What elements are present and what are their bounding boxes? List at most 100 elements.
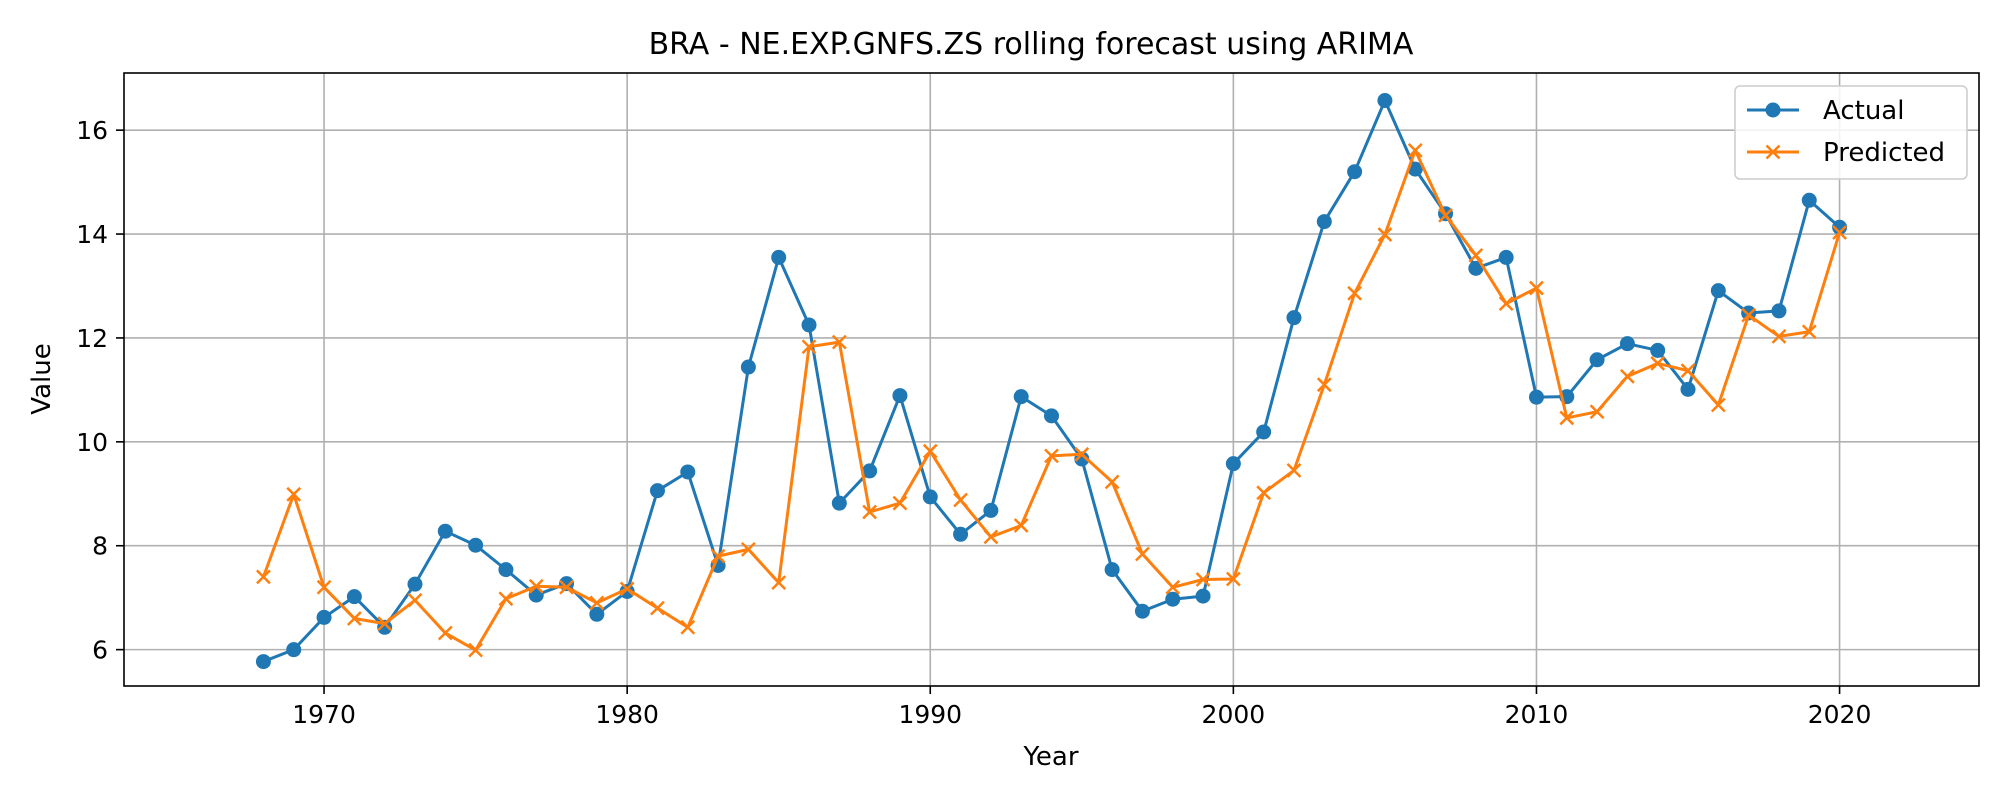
actual-point [1528,389,1544,405]
predicted-point [1135,546,1150,562]
predicted-point [1256,485,1272,501]
predicted-point [1165,579,1181,595]
actual-point [680,464,696,480]
predicted-point [1741,307,1757,323]
actual-point [1801,192,1817,208]
predicted-point [771,575,787,591]
actual-point [1650,342,1666,358]
chart-title: BRA - NE.EXP.GNFS.ZS rolling forecast us… [649,27,1414,62]
x-tick-label: 2010 [1505,700,1569,729]
actual-point [649,483,665,499]
x-tick-label: 2000 [1202,700,1266,729]
predicted-point [468,642,483,658]
predicted-point [953,492,968,508]
predicted-point [346,611,362,626]
predicted-point [619,581,635,597]
y-tick-label: 16 [76,116,108,145]
predicted-point [1680,363,1696,379]
y-tick-label: 12 [76,324,108,353]
predicted-point [589,595,605,611]
predicted-point [316,579,332,595]
predicted-point [1589,404,1605,420]
predicted-point [1771,328,1787,344]
predicted-point [407,592,423,608]
predicted-point [1620,368,1635,384]
actual-point [1286,310,1302,326]
legend-predicted-label: Predicted [1823,138,1945,168]
predicted-point [650,600,665,616]
actual-point [1316,214,1332,230]
predicted-point [498,591,514,607]
actual-point [286,642,302,658]
predicted-point [1438,207,1453,223]
actual-point [468,537,484,553]
plot-series [255,93,1848,670]
actual-point [1347,164,1363,180]
predicted-point [741,541,756,557]
actual-point [862,463,878,479]
x-tick-label: 1990 [898,700,962,729]
actual-point [498,562,514,578]
y-axis-label: Value [27,343,57,414]
x-tick-label: 1970 [292,700,356,729]
predicted-point [437,625,453,641]
axis-ticks: 1970 1980 1990 2000 2010 2020 6 8 10 12 14 16 [76,116,1871,729]
actual-point [831,495,847,511]
actual-point [255,654,271,670]
actual-point [740,359,756,375]
actual-point [1619,336,1635,352]
actual-point [771,249,787,265]
actual-point [983,502,999,518]
predicted-point [831,334,847,350]
actual-point [1498,249,1514,265]
y-tick-label: 8 [92,532,108,561]
legend-predicted-marker [1765,144,1781,160]
x-axis-label: Year [1022,742,1078,772]
actual-point [1710,283,1726,299]
actual-point [1165,591,1181,607]
predicted-point [1377,227,1393,242]
actual-point [1377,93,1393,109]
predicted-point [1074,446,1090,462]
plot-frame [123,72,1980,687]
actual-point [1044,408,1059,424]
actual-point [407,576,423,592]
actual-point [1104,562,1120,578]
y-tick-label: 14 [76,220,108,249]
actual-point [1225,456,1241,472]
predicted-point [1801,324,1817,340]
predicted-point [1316,377,1332,393]
predicted-point [559,579,574,595]
predicted-point [1013,518,1029,533]
predicted-point [377,616,393,632]
y-tick-label: 6 [92,636,108,665]
predicted-point [528,578,544,594]
actual-point [922,489,938,505]
y-tick-label: 10 [76,428,108,457]
actual-point [316,609,332,625]
predicted-point [1498,296,1514,312]
actual-point [1195,588,1211,604]
actual-point [1468,260,1484,276]
actual-point [892,388,908,404]
predicted-point [1195,572,1211,587]
predicted-point [1104,474,1120,490]
predicted-point [1529,280,1544,296]
predicted-point [710,548,726,564]
actual-point [1589,352,1605,368]
legend-actual-marker [1765,102,1781,118]
actual-point [619,583,635,599]
actual-point [1134,603,1150,619]
predicted-point [680,619,696,635]
actual-point [1256,424,1272,440]
predicted-point [983,529,999,545]
actual-point [801,317,817,333]
predicted-point [1832,225,1847,240]
actual-point [953,526,969,542]
x-tick-label: 1980 [595,700,659,729]
predicted-point [1286,463,1302,478]
predicted-point [1347,285,1362,301]
legend: Actual Predicted [1734,85,1968,180]
actual-point [1407,161,1423,177]
